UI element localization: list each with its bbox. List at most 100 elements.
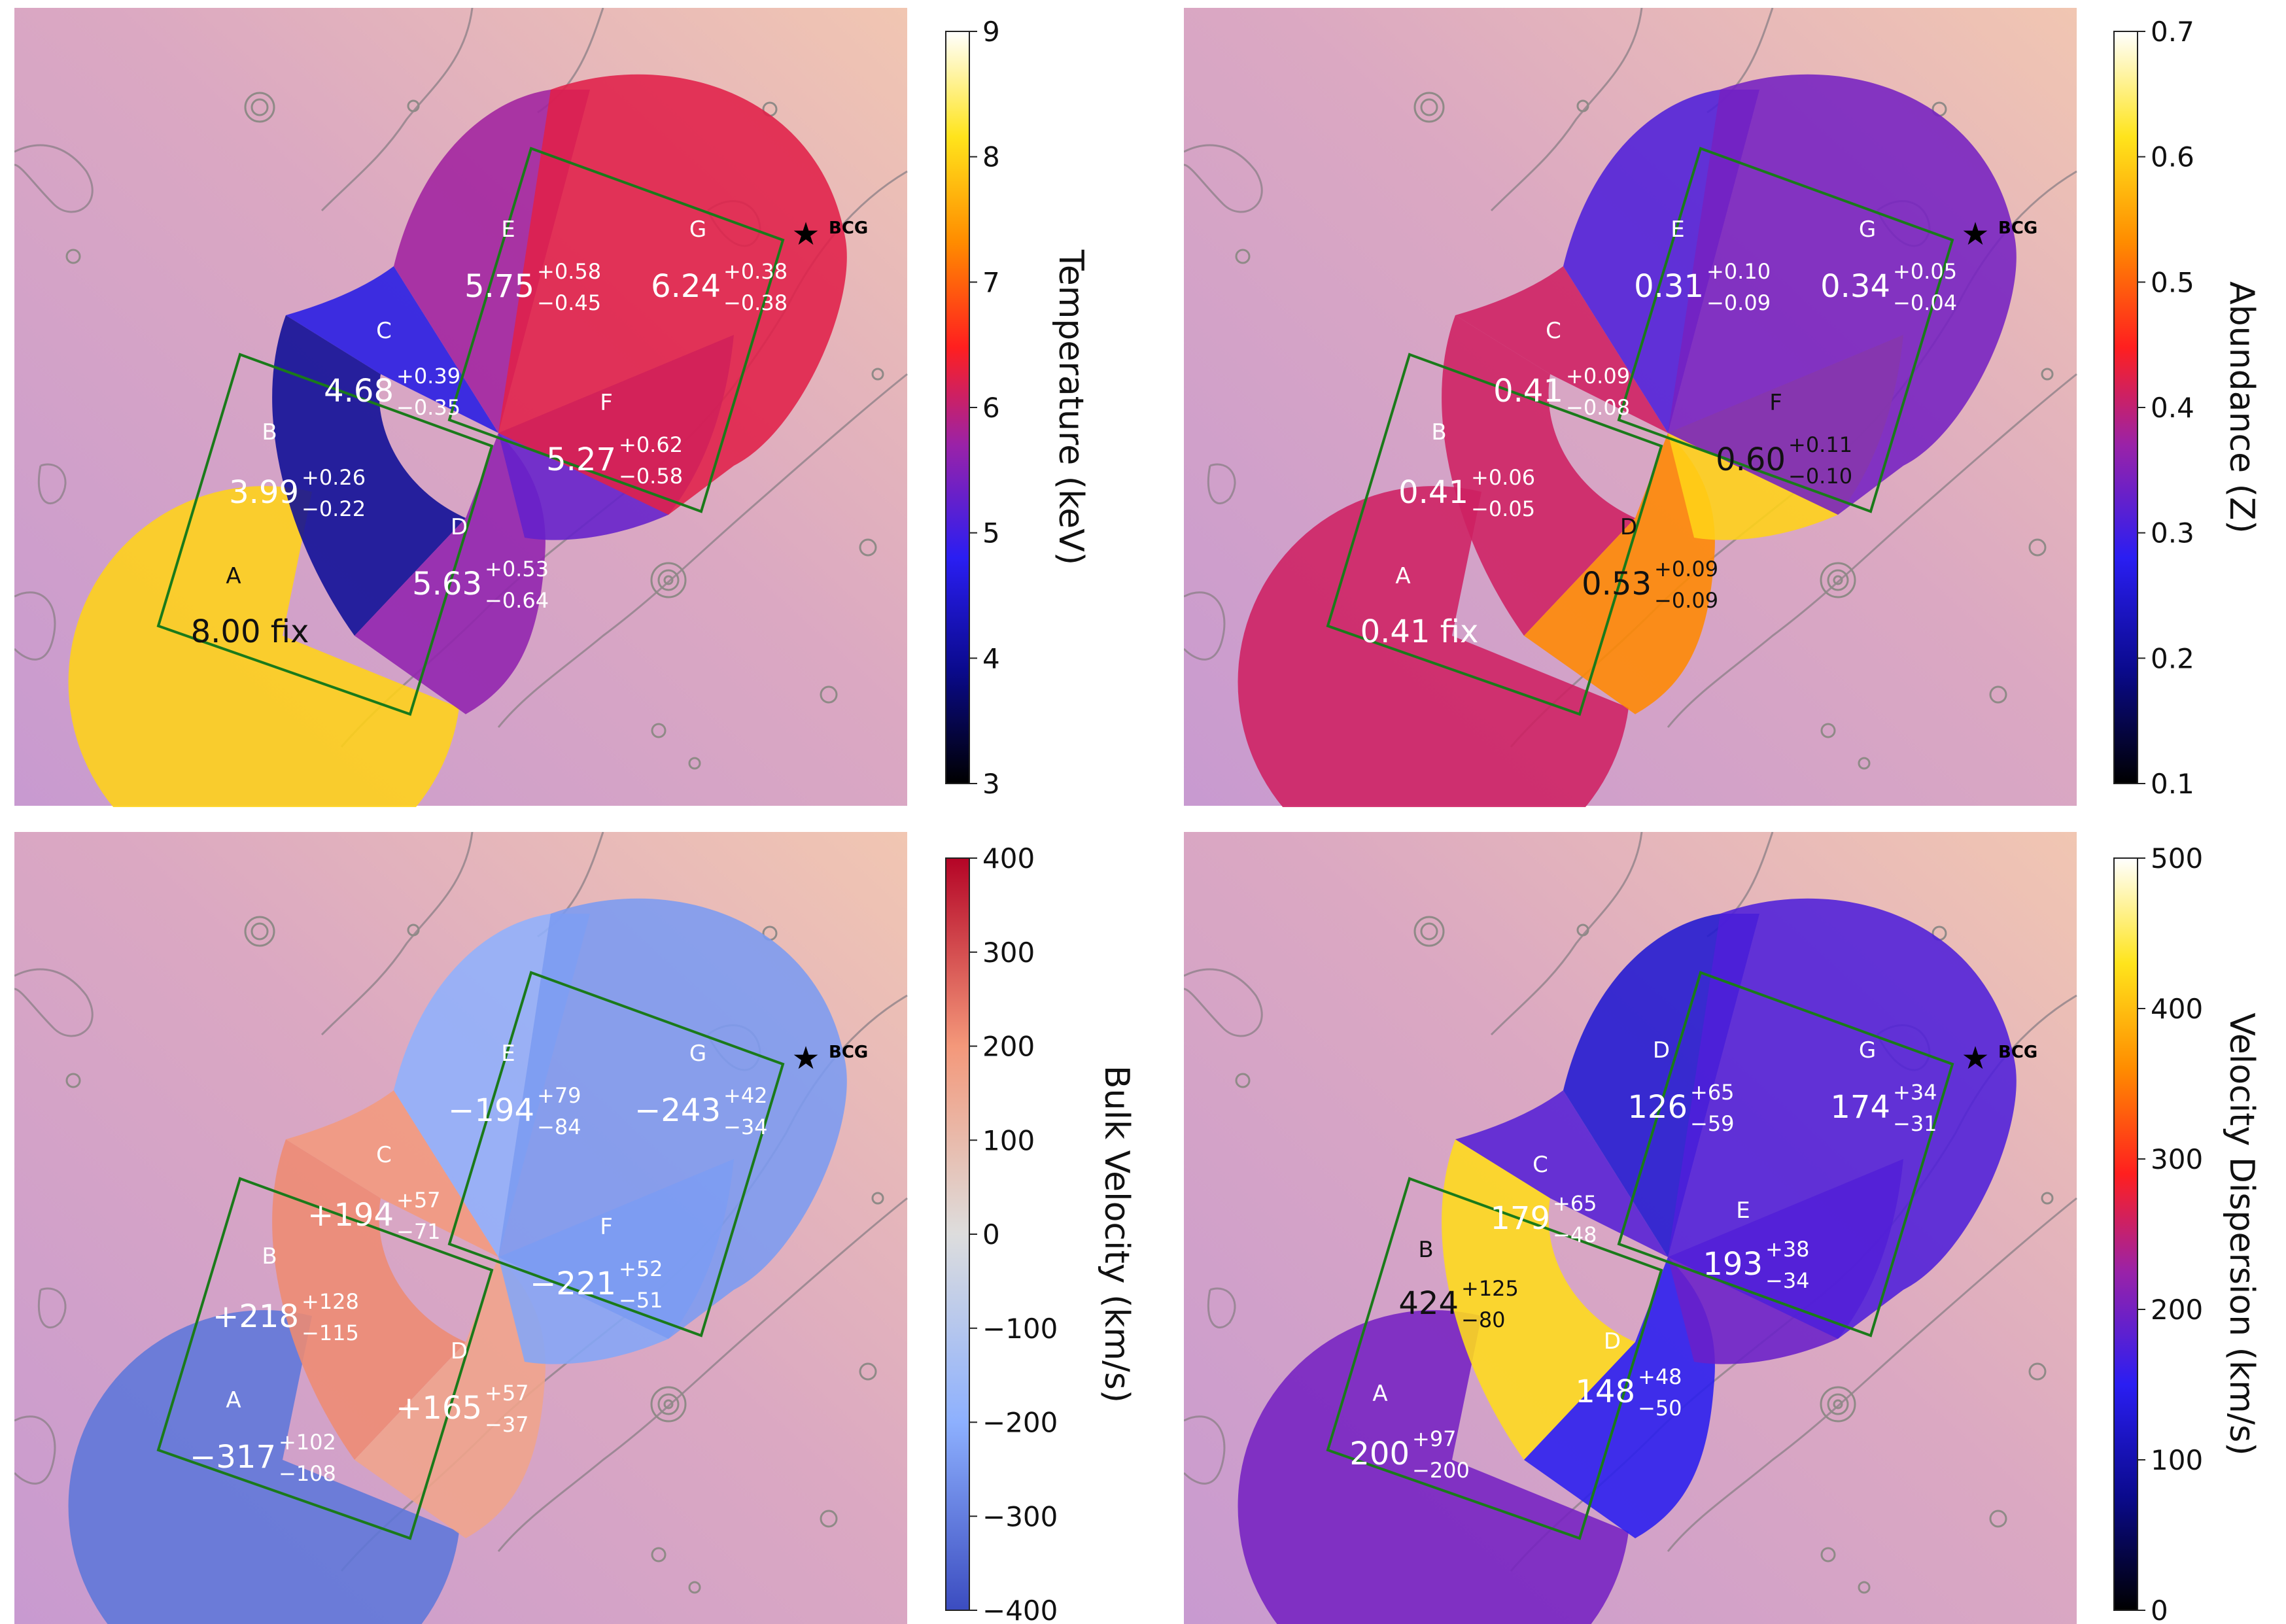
region-g-value: −243 +42 −34 bbox=[634, 1083, 767, 1139]
region-b-patch bbox=[272, 1139, 466, 1460]
region-error-minus: −50 bbox=[1638, 1396, 1682, 1421]
region-a-label: A bbox=[1395, 563, 1410, 589]
region-g-value: 6.24 +0.38 −0.38 bbox=[651, 259, 788, 315]
colorbar-tick-label: 400 bbox=[2151, 993, 2203, 1025]
green-boxes bbox=[1326, 971, 1954, 1540]
region-c-value: 4.68 +0.39 −0.35 bbox=[324, 364, 460, 420]
bcg-star-icon: ★ bbox=[1961, 216, 1989, 252]
region-value-text: +165 bbox=[396, 1390, 482, 1426]
region-g-patch bbox=[1668, 74, 2017, 515]
region-c-value: 179 +65 −48 bbox=[1490, 1191, 1597, 1247]
region-b-label: B bbox=[262, 1243, 277, 1270]
colorbar-tick-label: 400 bbox=[982, 842, 1035, 874]
region-e-label: E bbox=[501, 216, 515, 243]
region-g-value: 0.34 +0.05 −0.04 bbox=[1820, 259, 1957, 315]
region-value-text: 3.99 bbox=[229, 474, 299, 511]
region-error-minus: −0.58 bbox=[619, 464, 683, 489]
region-c-value: +194 +57 −71 bbox=[307, 1188, 440, 1244]
region-value-text: −243 bbox=[634, 1092, 721, 1129]
region-e-label: E bbox=[1736, 1198, 1750, 1224]
bcg-star-icon: ★ bbox=[1961, 1040, 1989, 1077]
region-error-plus: +38 bbox=[1765, 1237, 1810, 1262]
region-error-minus: −0.04 bbox=[1893, 290, 1957, 315]
region-error-plus: +0.06 bbox=[1471, 465, 1535, 490]
colorbar-tick-label: 0.6 bbox=[2151, 141, 2194, 173]
region-d-value: 5.63 +0.53 −0.64 bbox=[412, 557, 549, 613]
colorbar-bulk_velocity: −400 −300 −200 −100 0 100 200 300 400 Bulk Veloci… bbox=[945, 842, 1136, 1624]
region-value-text: 0.41 fix bbox=[1360, 613, 1479, 650]
region-error-minus: −37 bbox=[485, 1412, 529, 1437]
colorbar-tick-label: 6 bbox=[982, 392, 1000, 424]
colorbar-velocity_dispersion: 0 100 200 300 400 500 Velocity Dispersion (km/… bbox=[2113, 842, 2261, 1624]
region-value-text: 0.53 bbox=[1582, 566, 1652, 602]
colorbar-tick-label: 0.4 bbox=[2151, 392, 2194, 424]
region-error-minus: −115 bbox=[302, 1321, 359, 1345]
region-d-label: D bbox=[1620, 514, 1637, 540]
region-error-plus: +52 bbox=[619, 1256, 663, 1281]
colorbar-tick-label: 0 bbox=[2151, 1595, 2168, 1624]
region-c-label: C bbox=[1546, 318, 1561, 344]
colorbar-tick-label: −400 bbox=[982, 1595, 1058, 1624]
region-g-patch bbox=[1668, 898, 2017, 1339]
colorbar-tick-label: 0.3 bbox=[2151, 517, 2194, 549]
colorbar-tick-label: 8 bbox=[982, 141, 1000, 173]
region-c-label: C bbox=[1533, 1152, 1548, 1178]
green-boxes bbox=[156, 971, 785, 1540]
colorbar-gradient bbox=[2113, 31, 2138, 784]
colorbar-tick-label: 200 bbox=[2151, 1294, 2203, 1326]
region-d-value: +165 +57 −37 bbox=[396, 1381, 528, 1437]
region-error-minus: −0.22 bbox=[302, 496, 366, 521]
green-box-2 bbox=[1617, 971, 1954, 1338]
region-b-value: 424 +125 −80 bbox=[1398, 1276, 1519, 1332]
green-box-1 bbox=[1326, 353, 1663, 716]
colorbar-tick-label: 9 bbox=[982, 16, 1000, 48]
panel-temperature: ★ BCG A 8.00 fix B 3.99 +0.26 −0.22 C 4.68 +0.39 −0… bbox=[14, 8, 909, 807]
region-g-label: G bbox=[689, 1041, 706, 1067]
colorbar-tick-label: 500 bbox=[2151, 842, 2203, 874]
colorbar-abundance: 0.1 0.2 0.3 0.4 0.5 0.6 0.7 Abundance (Z) bbox=[2113, 16, 2261, 800]
region-b-patch bbox=[272, 315, 466, 636]
region-error-minus: −80 bbox=[1461, 1307, 1506, 1332]
region-error-minus: −71 bbox=[396, 1219, 441, 1244]
region-error-plus: +102 bbox=[279, 1430, 336, 1455]
colorbar-gradient bbox=[945, 31, 970, 784]
colorbar-gradient bbox=[2113, 857, 2138, 1611]
region-value-text: 5.63 bbox=[412, 566, 482, 602]
region-value-text: 174 bbox=[1830, 1089, 1890, 1126]
region-value-text: 0.41 bbox=[1398, 474, 1468, 511]
region-value-text: 4.68 bbox=[324, 373, 394, 409]
region-c-patch bbox=[286, 1090, 498, 1257]
region-value-text: 148 bbox=[1575, 1373, 1635, 1410]
region-g-value: 174 +34 −31 bbox=[1830, 1080, 1937, 1136]
region-a-patch bbox=[1238, 486, 1629, 807]
colorbar-tick-label: 0.1 bbox=[2151, 768, 2194, 800]
green-box-1 bbox=[156, 1177, 494, 1540]
green-box-2 bbox=[1617, 147, 1954, 513]
region-b-value: 0.41 +0.06 −0.05 bbox=[1398, 465, 1535, 521]
region-d2-value: 126 +65 −59 bbox=[1627, 1080, 1734, 1136]
region-error-plus: +0.26 bbox=[302, 465, 366, 490]
region-c-patch bbox=[1455, 266, 1668, 433]
colorbar-tick-label: 0.5 bbox=[2151, 266, 2194, 298]
region-error-plus: +0.05 bbox=[1893, 259, 1957, 284]
region-d2-label: D bbox=[1653, 1037, 1670, 1063]
region-error-minus: −0.35 bbox=[396, 395, 460, 420]
region-error-plus: +0.58 bbox=[537, 259, 601, 284]
region-a-patch bbox=[68, 1310, 459, 1624]
bcg-star-icon: ★ bbox=[791, 216, 820, 252]
green-box-2 bbox=[447, 971, 785, 1338]
region-error-minus: −51 bbox=[619, 1288, 663, 1313]
region-a-value: −317 +102 −108 bbox=[190, 1430, 336, 1486]
bcg-label: BCG bbox=[829, 1043, 868, 1062]
region-value-text: 0.34 bbox=[1820, 268, 1890, 305]
region-a-patch bbox=[1238, 1310, 1629, 1624]
colorbar-tick-label: 300 bbox=[982, 937, 1035, 969]
region-d-patch bbox=[355, 433, 546, 714]
region-b-patch bbox=[1442, 1139, 1635, 1460]
colorbar-tick-label: 0.7 bbox=[2151, 16, 2194, 48]
region-g-label: G bbox=[1859, 1037, 1876, 1063]
colorbar-tick-label: 100 bbox=[2151, 1444, 2203, 1476]
region-error-minus: −0.09 bbox=[1706, 290, 1771, 315]
